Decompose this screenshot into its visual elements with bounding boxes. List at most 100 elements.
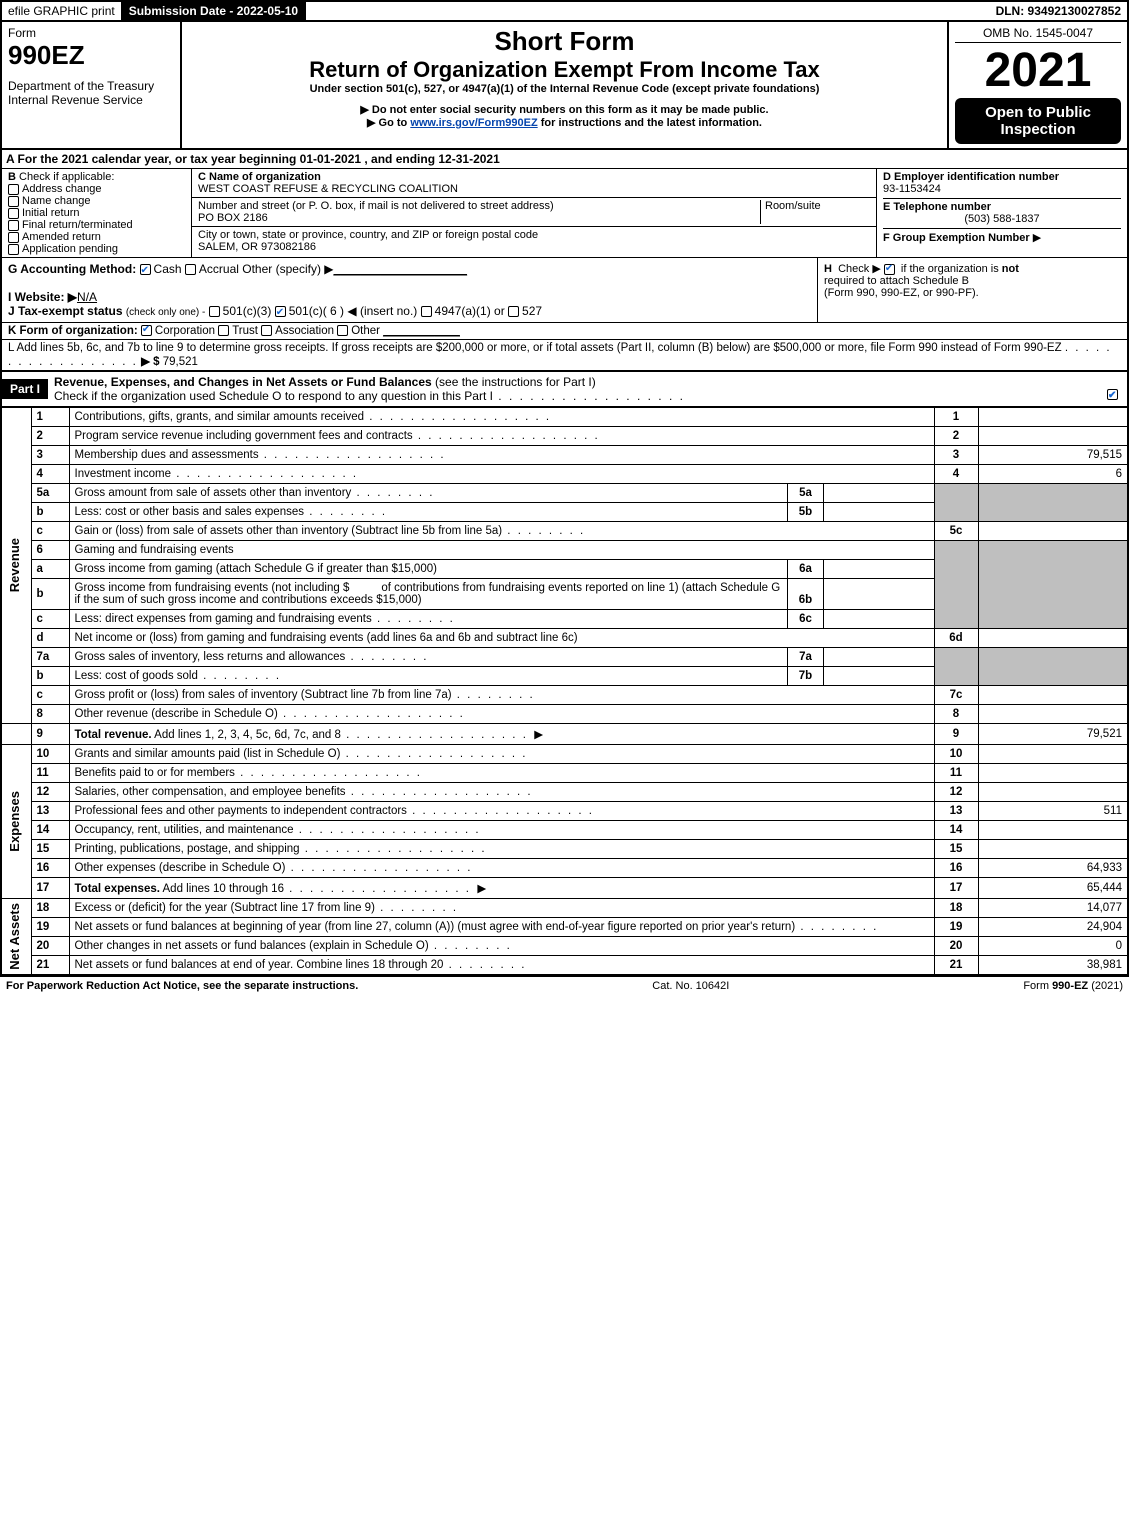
amount-6b [824, 579, 934, 609]
form-header: Form 990EZ Department of the Treasury In… [0, 22, 1129, 150]
checkbox-501c[interactable] [275, 306, 286, 317]
group-exemption-label: F Group Exemption Number [883, 232, 1030, 244]
line-7a: Gross sales of inventory, less returns a… [70, 648, 788, 666]
inspection-badge: Open to Public Inspection [955, 98, 1121, 144]
checkbox-final-return[interactable] [8, 220, 19, 231]
line-8: Other revenue (describe in Schedule O) [69, 705, 934, 724]
row-gh: G Accounting Method: Cash Accrual Other … [0, 258, 1129, 323]
line-20: Other changes in net assets or fund bala… [69, 937, 934, 956]
part1-table: Revenue 1Contributions, gifts, grants, a… [0, 407, 1129, 975]
checkbox-527[interactable] [508, 306, 519, 317]
amount-2 [978, 427, 1128, 446]
checkbox-corporation[interactable] [141, 325, 152, 336]
line-11: Benefits paid to or for members [69, 764, 934, 783]
street-label: Number and street (or P. O. box, if mail… [198, 200, 554, 212]
amount-5c [978, 522, 1128, 541]
form-word: Form [8, 26, 174, 40]
amount-13: 511 [978, 802, 1128, 821]
checkbox-accrual[interactable] [185, 264, 196, 275]
ein-value: 93-1153424 [883, 183, 941, 195]
form-number: 990EZ [8, 40, 174, 71]
amount-7a [824, 648, 934, 666]
amount-6d [978, 629, 1128, 648]
checkbox-schedule-b-not-required[interactable] [884, 264, 895, 275]
side-label-revenue: Revenue [7, 538, 22, 592]
tax-year: 2021 [955, 43, 1121, 98]
amount-7c [978, 686, 1128, 705]
omb-number: OMB No. 1545-0047 [955, 26, 1121, 43]
line-9: Total revenue. Add lines 1, 2, 3, 4, 5c,… [69, 724, 934, 745]
amount-10 [978, 745, 1128, 764]
amount-12 [978, 783, 1128, 802]
line-1: Contributions, gifts, grants, and simila… [69, 408, 934, 427]
amount-6c [824, 610, 934, 628]
checkbox-association[interactable] [261, 325, 272, 336]
line-10: Grants and similar amounts paid (list in… [69, 745, 934, 764]
org-name: WEST COAST REFUSE & RECYCLING COALITION [198, 183, 458, 195]
checkbox-501c3[interactable] [209, 306, 220, 317]
checkbox-cash[interactable] [140, 264, 151, 275]
tax-exempt-label: J Tax-exempt status [8, 304, 123, 318]
checkbox-other-org[interactable] [337, 325, 348, 336]
amount-20: 0 [978, 937, 1128, 956]
note-no-ssn: ▶ Do not enter social security numbers o… [188, 103, 941, 116]
website-value: N/A [77, 290, 97, 304]
amount-15 [978, 840, 1128, 859]
section-def: D Employer identification number 93-1153… [877, 169, 1127, 257]
checkbox-application-pending[interactable] [8, 244, 19, 255]
line-5a: Gross amount from sale of assets other t… [70, 484, 788, 502]
amount-18: 14,077 [978, 899, 1128, 918]
line-5c: Gain or (loss) from sale of assets other… [69, 522, 934, 541]
amount-8 [978, 705, 1128, 724]
street-value: PO BOX 2186 [198, 212, 268, 224]
phone-value: (503) 588-1837 [883, 213, 1121, 225]
phone-label: E Telephone number [883, 201, 991, 213]
city-label: City or town, state or province, country… [198, 229, 538, 241]
info-row: B Check if applicable: Address change Na… [0, 169, 1129, 258]
checkbox-schedule-o-used[interactable] [1107, 389, 1118, 400]
line-6a: Gross income from gaming (attach Schedul… [70, 560, 788, 578]
line-6b-1: Gross income from fundraising events (no… [75, 582, 350, 594]
line-5b: Less: cost or other basis and sales expe… [70, 503, 788, 521]
checkbox-initial-return[interactable] [8, 208, 19, 219]
section-a-taxyear: A For the 2021 calendar year, or tax yea… [0, 150, 1129, 169]
note-goto: ▶ Go to www.irs.gov/Form990EZ for instru… [188, 116, 941, 129]
amount-5a [824, 484, 934, 502]
amount-11 [978, 764, 1128, 783]
irs-link[interactable]: www.irs.gov/Form990EZ [410, 117, 537, 129]
amount-17: 65,444 [978, 878, 1128, 899]
subtitle: Under section 501(c), 527, or 4947(a)(1)… [188, 83, 941, 95]
section-k: K Form of organization: Corporation Trus… [0, 323, 1129, 340]
dept-treasury: Department of the Treasury [8, 79, 174, 93]
checkbox-4947[interactable] [421, 306, 432, 317]
line-13: Professional fees and other payments to … [69, 802, 934, 821]
line-14: Occupancy, rent, utilities, and maintena… [69, 821, 934, 840]
efile-print[interactable]: efile GRAPHIC print [2, 2, 123, 20]
checkbox-address-change[interactable] [8, 184, 19, 195]
line-17: Total expenses. Add lines 10 through 16 … [69, 878, 934, 899]
amount-16: 64,933 [978, 859, 1128, 878]
line-4: Investment income [69, 465, 934, 484]
side-label-netassets: Net Assets [7, 903, 22, 970]
amount-4: 6 [978, 465, 1128, 484]
line-7b: Less: cost of goods sold [70, 667, 788, 685]
section-g: G Accounting Method: Cash Accrual Other … [2, 258, 817, 322]
checkbox-trust[interactable] [218, 325, 229, 336]
amount-5b [824, 503, 934, 521]
footer-left: For Paperwork Reduction Act Notice, see … [6, 980, 358, 992]
city-value: SALEM, OR 973082186 [198, 241, 316, 253]
amount-1 [978, 408, 1128, 427]
checkbox-amended-return[interactable] [8, 232, 19, 243]
page-footer: For Paperwork Reduction Act Notice, see … [0, 975, 1129, 995]
amount-9: 79,521 [978, 724, 1128, 745]
line-15: Printing, publications, postage, and shi… [69, 840, 934, 859]
line-18: Excess or (deficit) for the year (Subtra… [69, 899, 934, 918]
checkbox-name-change[interactable] [8, 196, 19, 207]
amount-14 [978, 821, 1128, 840]
amount-7b [824, 667, 934, 685]
topbar: efile GRAPHIC print Submission Date - 20… [0, 0, 1129, 22]
name-label: C Name of organization [198, 171, 321, 183]
amount-19: 24,904 [978, 918, 1128, 937]
amount-21: 38,981 [978, 956, 1128, 975]
line-6d: Net income or (loss) from gaming and fun… [69, 629, 934, 648]
